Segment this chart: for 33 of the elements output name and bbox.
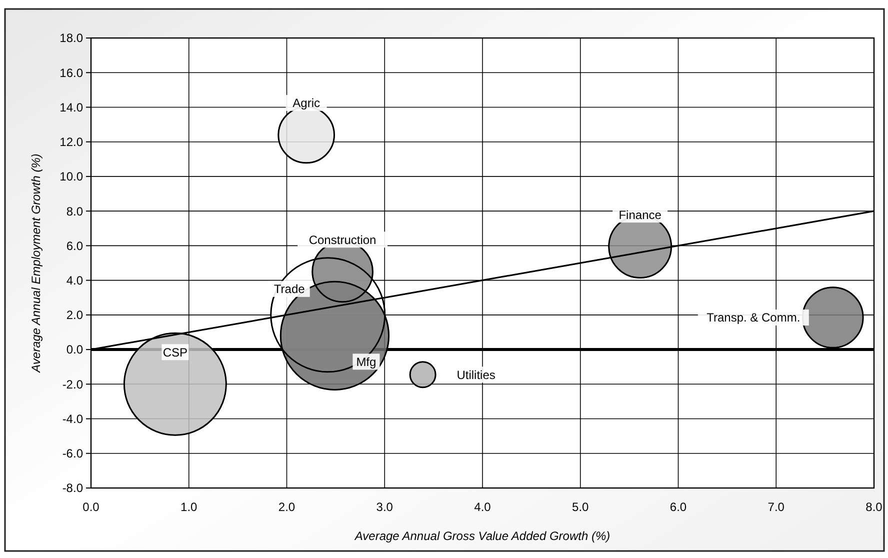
y-tick-label: 18.0 <box>60 31 84 46</box>
y-tick-label: 4.0 <box>66 274 84 288</box>
annotation: Agric <box>292 96 320 110</box>
y-tick-label: 8.0 <box>66 204 84 218</box>
x-tick-label: 2.0 <box>278 500 296 514</box>
x-tick-label: 6.0 <box>670 500 687 514</box>
y-tick-label: -4.0 <box>62 412 84 426</box>
y-tick-label: -2.0 <box>62 377 84 392</box>
x-tick-label: 1.0 <box>180 500 198 514</box>
x-tick-label: 0.0 <box>82 500 100 514</box>
annotation: Utilities <box>456 368 496 382</box>
y-tick-label: 0.0 <box>66 342 84 357</box>
annotation: Construction <box>308 232 376 247</box>
annotation: Finance <box>618 208 662 222</box>
y-tick-label: 10.0 <box>60 170 84 184</box>
x-axis-title: Average Annual Gross Value Added Growth (%) <box>354 529 610 543</box>
y-tick-label: 12.0 <box>60 135 84 150</box>
x-tick-label: 5.0 <box>572 500 590 514</box>
annotation: Trade <box>274 282 306 296</box>
y-axis-title: Average Annual Employment Growth (%) <box>29 154 43 374</box>
annotation: CSP <box>162 345 188 360</box>
x-tick-label: 7.0 <box>768 500 785 514</box>
x-tick-label: 8.0 <box>866 500 883 514</box>
annotation: Mfg <box>356 354 376 369</box>
x-tick-label: 4.0 <box>474 500 492 514</box>
y-tick-label: -8.0 <box>62 481 84 496</box>
y-tick-label: 6.0 <box>66 238 84 253</box>
annotation: Transp. & Comm. <box>706 310 800 325</box>
x-tick-label: 3.0 <box>376 500 394 514</box>
y-tick-label: 16.0 <box>60 66 84 80</box>
y-tick-label: 14.0 <box>60 100 84 114</box>
y-tick-label: -6.0 <box>62 446 84 461</box>
y-tick-label: 2.0 <box>66 308 84 322</box>
